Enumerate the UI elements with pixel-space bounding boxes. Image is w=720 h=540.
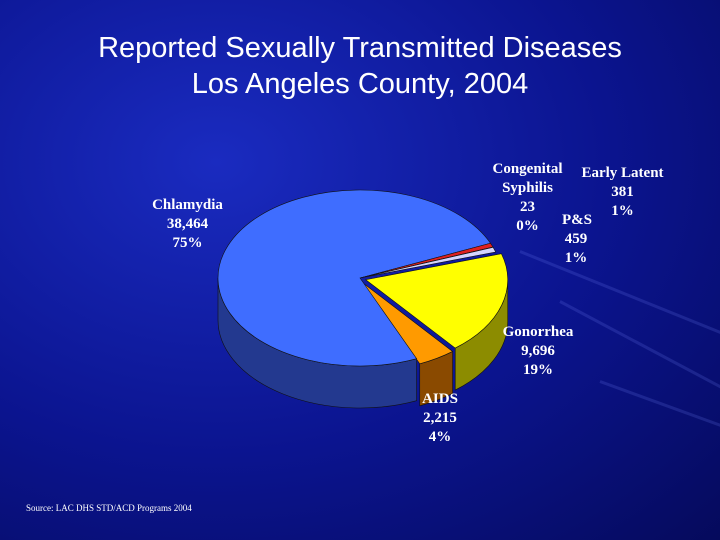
- pie-slice-chlamydia: [217, 189, 491, 367]
- title-line-1: Reported Sexually Transmitted Diseases: [98, 32, 622, 64]
- label-ps-value: 459: [564, 231, 588, 247]
- label-gonorrhea: Gonorrhea 9,696 19%: [488, 323, 588, 380]
- label-congenital-value: 23: [520, 199, 535, 215]
- label-congenital-percent: 0%: [516, 218, 539, 234]
- label-chlamydia-name: Chlamydia: [152, 197, 223, 213]
- source-note: Source: LAC DHS STD/ACD Programs 2004: [26, 503, 192, 513]
- label-aids-value: 2,215: [423, 410, 457, 426]
- chart-title: Reported Sexually Transmitted Diseases L…: [0, 30, 720, 102]
- label-gonorrhea-percent: 19%: [523, 362, 553, 378]
- label-chlamydia-percent: 75%: [172, 235, 203, 251]
- label-gonorrhea-value: 9,696: [521, 343, 555, 359]
- label-congenital-name-2: Syphilis: [502, 180, 553, 196]
- label-aids: AIDS 2,215 4%: [410, 390, 470, 447]
- label-chlamydia-value: 38,464: [166, 216, 209, 232]
- label-congenital-name-1: Congenital: [492, 161, 563, 177]
- pie-slice-aids: [362, 282, 454, 365]
- label-early-latent: Early Latent 381 1%: [570, 164, 675, 221]
- pie-slice-p-s: [359, 246, 497, 279]
- label-congenital-syphilis: Congenital Syphilis 23 0%: [480, 160, 575, 236]
- label-ps: P&S: [552, 211, 602, 230]
- label-early-latent-name: Early Latent: [581, 165, 664, 181]
- title-line-2: Los Angeles County, 2004: [191, 68, 529, 100]
- label-early-latent-percent: 1%: [611, 203, 634, 219]
- label-gonorrhea-name: Gonorrhea: [502, 324, 574, 340]
- label-ps-percent: 1%: [564, 250, 588, 266]
- pie-slice-gonorrhea: [365, 253, 508, 349]
- label-early-latent-value: 381: [611, 184, 634, 200]
- label-ps-numbers: 459 1%: [553, 230, 599, 268]
- label-aids-name: AIDS: [422, 391, 458, 407]
- label-ps-name: P&S: [562, 212, 592, 228]
- label-chlamydia: Chlamydia 38,464 75%: [130, 196, 245, 253]
- label-aids-percent: 4%: [428, 429, 452, 445]
